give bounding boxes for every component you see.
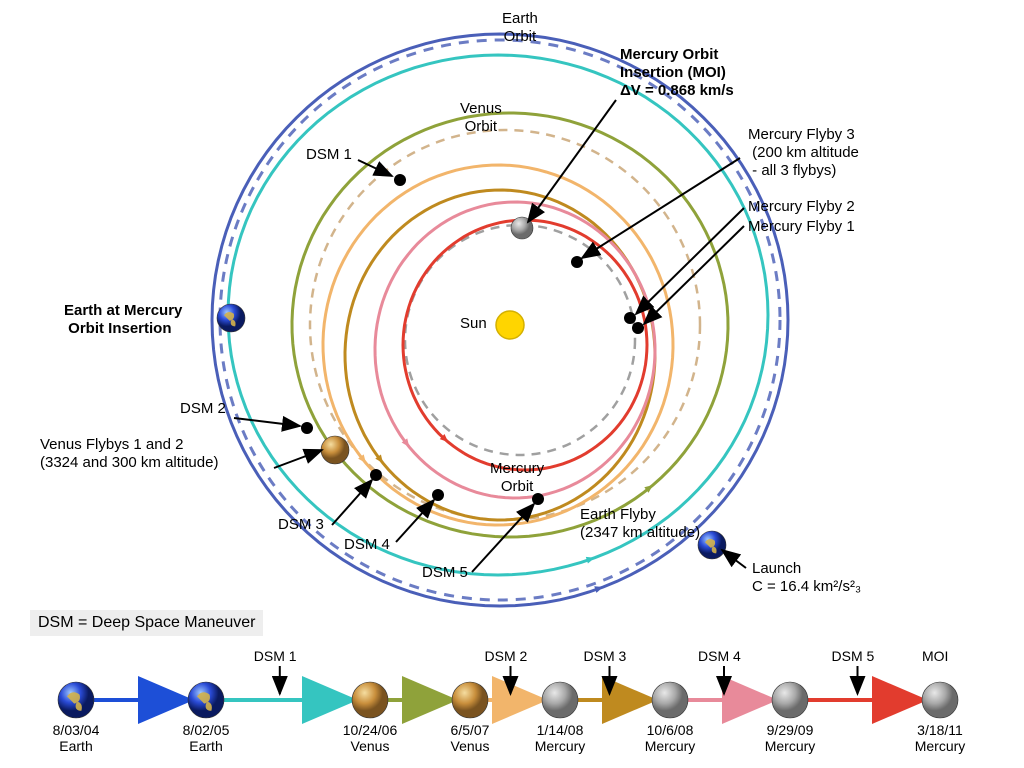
label-launch: Launch C = 16.4 km²/s²₃ <box>752 560 861 596</box>
mercury-orbit-label: Mercury Orbit <box>490 460 544 496</box>
timeline-date-2: 10/24/06 Venus <box>332 722 408 754</box>
sun-label: Sun <box>460 315 487 333</box>
timeline-moi-label: MOI <box>922 648 948 664</box>
callout-arrow-8 <box>274 450 322 468</box>
earth-orbit-label: Earth Orbit <box>502 10 538 46</box>
event-dsm1 <box>394 174 406 186</box>
venus-orbit-label: Venus Orbit <box>460 100 502 136</box>
timeline-date-5: 10/6/08 Mercury <box>632 722 708 754</box>
timeline-dsm-3: DSM 2 <box>485 648 528 664</box>
timeline-date-7: 3/18/11 Mercury <box>902 722 978 754</box>
label-flyby2: Mercury Flyby 2 <box>748 198 855 216</box>
label-venusfly: Venus Flybys 1 and 2 (3324 and 300 km al… <box>40 436 218 472</box>
event-dsm2 <box>301 422 313 434</box>
event-dsm3 <box>370 469 382 481</box>
callout-arrow-10 <box>722 550 746 568</box>
mercury-orbit <box>405 225 635 455</box>
timeline-dsm-6: DSM 5 <box>832 648 875 664</box>
trajectory-arc-6 <box>403 220 647 470</box>
timeline-date-4: 1/14/08 Mercury <box>522 722 598 754</box>
event-flyby2 <box>624 312 636 324</box>
timeline-date-0: 8/03/04 Earth <box>38 722 114 754</box>
label-earthflyby: Earth Flyby (2347 km altitude) <box>580 506 700 542</box>
label-dsm5: DSM 5 <box>422 564 468 582</box>
label-dsm3: DSM 3 <box>278 516 324 534</box>
sun <box>496 311 524 339</box>
label-flyby1: Mercury Flyby 1 <box>748 218 855 236</box>
dsm-legend: DSM = Deep Space Maneuver <box>30 610 263 636</box>
label-moi: Mercury Orbit Insertion (MOI) ΔV = 0.868… <box>620 46 734 100</box>
timeline-dsm-1: DSM 1 <box>254 648 297 664</box>
trajectory-arc-5 <box>375 202 655 498</box>
label-earthmoi: Earth at Mercury Orbit Insertion <box>64 302 182 338</box>
callout-arrow-5 <box>472 504 534 572</box>
label-dsm2: DSM 2 <box>180 400 226 418</box>
event-dsm4 <box>432 489 444 501</box>
label-flyby3: Mercury Flyby 3 (200 km altitude - all 3… <box>748 126 859 180</box>
event-flyby1 <box>632 322 644 334</box>
timeline-date-6: 9/29/09 Mercury <box>752 722 828 754</box>
timeline-date-3: 6/5/07 Venus <box>432 722 508 754</box>
timeline-dsm-4: DSM 3 <box>584 648 627 664</box>
callout-arrow-9 <box>234 418 300 426</box>
callout-arrow-1 <box>528 100 616 222</box>
label-dsm4: DSM 4 <box>344 536 390 554</box>
timeline-date-1: 8/02/05 Earth <box>168 722 244 754</box>
callout-arrow-7 <box>332 480 372 525</box>
label-dsm1: DSM 1 <box>306 146 352 164</box>
timeline-dsm-5: DSM 4 <box>698 648 741 664</box>
event-flyby3 <box>571 256 583 268</box>
